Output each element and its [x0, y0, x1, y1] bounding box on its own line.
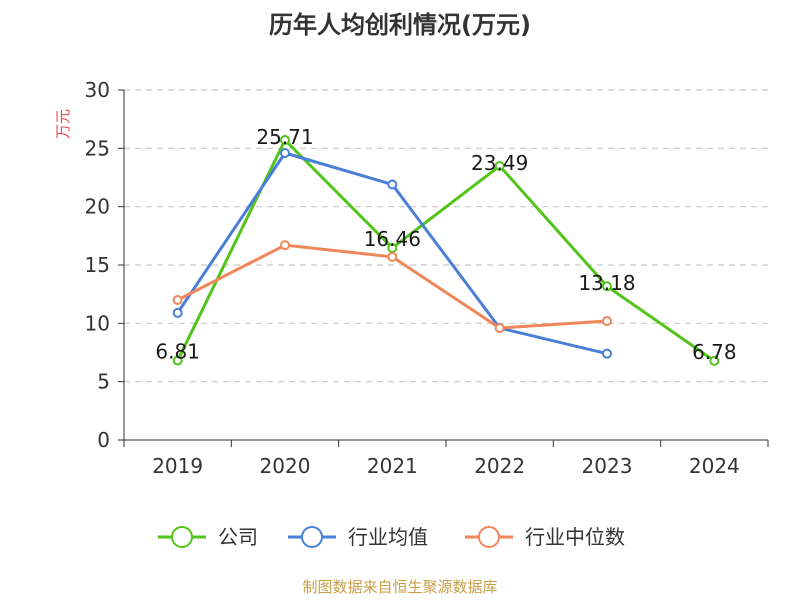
data-point: [280, 240, 290, 251]
data-point: [602, 281, 612, 292]
data-label: 13.18: [578, 271, 635, 295]
x-tick-label: 2021: [367, 454, 418, 478]
y-tick-label: 20: [85, 195, 110, 219]
data-point: [387, 179, 398, 190]
data-label: 23.49: [471, 151, 528, 175]
y-tick-label: 25: [85, 136, 110, 160]
series-line-1: [176, 138, 716, 363]
data-point: [387, 251, 398, 262]
y-tick-label: 30: [85, 78, 110, 102]
y-tick-label: 15: [85, 253, 110, 277]
legend-label: 行业中位数: [525, 525, 625, 549]
legend-label: 行业均值: [348, 525, 428, 549]
y-tick-label: 0: [97, 428, 110, 452]
legend-marker: [478, 526, 500, 548]
data-point: [280, 148, 290, 158]
data-labels: 6.81 25.71 16.46 23.49 13.18 6.78: [155, 125, 736, 364]
y-axis-label: 万元: [54, 109, 72, 139]
x-tick-label: 2020: [260, 454, 311, 478]
axes: 0 5 10 15 20 25 30 2019 2020 2021 2022 2023 2024: [85, 78, 769, 478]
grid-lines: [124, 89, 768, 383]
data-label: 6.78: [692, 340, 737, 364]
data-point: [494, 323, 505, 333]
series-lines: [172, 135, 720, 366]
data-label: 6.81: [155, 340, 200, 364]
x-tick-label: 2023: [582, 454, 633, 478]
data-point: [172, 355, 183, 366]
data-point: [172, 307, 183, 318]
x-tick-label: 2024: [689, 454, 740, 478]
data-point: [494, 160, 505, 171]
y-tick-label: 10: [85, 311, 110, 335]
data-point: [172, 295, 183, 305]
data-point: [602, 316, 612, 326]
legend: 公司 行业均值 行业中位数: [158, 525, 625, 549]
data-point: [602, 348, 612, 359]
chart-title: 历年人均创利情况(万元): [269, 11, 531, 39]
legend-label: 公司: [218, 525, 258, 549]
data-label: 25.71: [256, 125, 313, 149]
legend-marker: [301, 526, 323, 548]
source-note: 制图数据来自恒生聚源数据库: [302, 578, 497, 596]
data-point: [280, 135, 290, 146]
data-label: 16.46: [364, 227, 421, 251]
x-tick-label: 2022: [474, 454, 525, 478]
x-tick-label: 2019: [152, 454, 203, 478]
legend-marker: [171, 526, 193, 548]
data-point: [709, 355, 720, 366]
y-tick-label: 5: [97, 370, 110, 394]
